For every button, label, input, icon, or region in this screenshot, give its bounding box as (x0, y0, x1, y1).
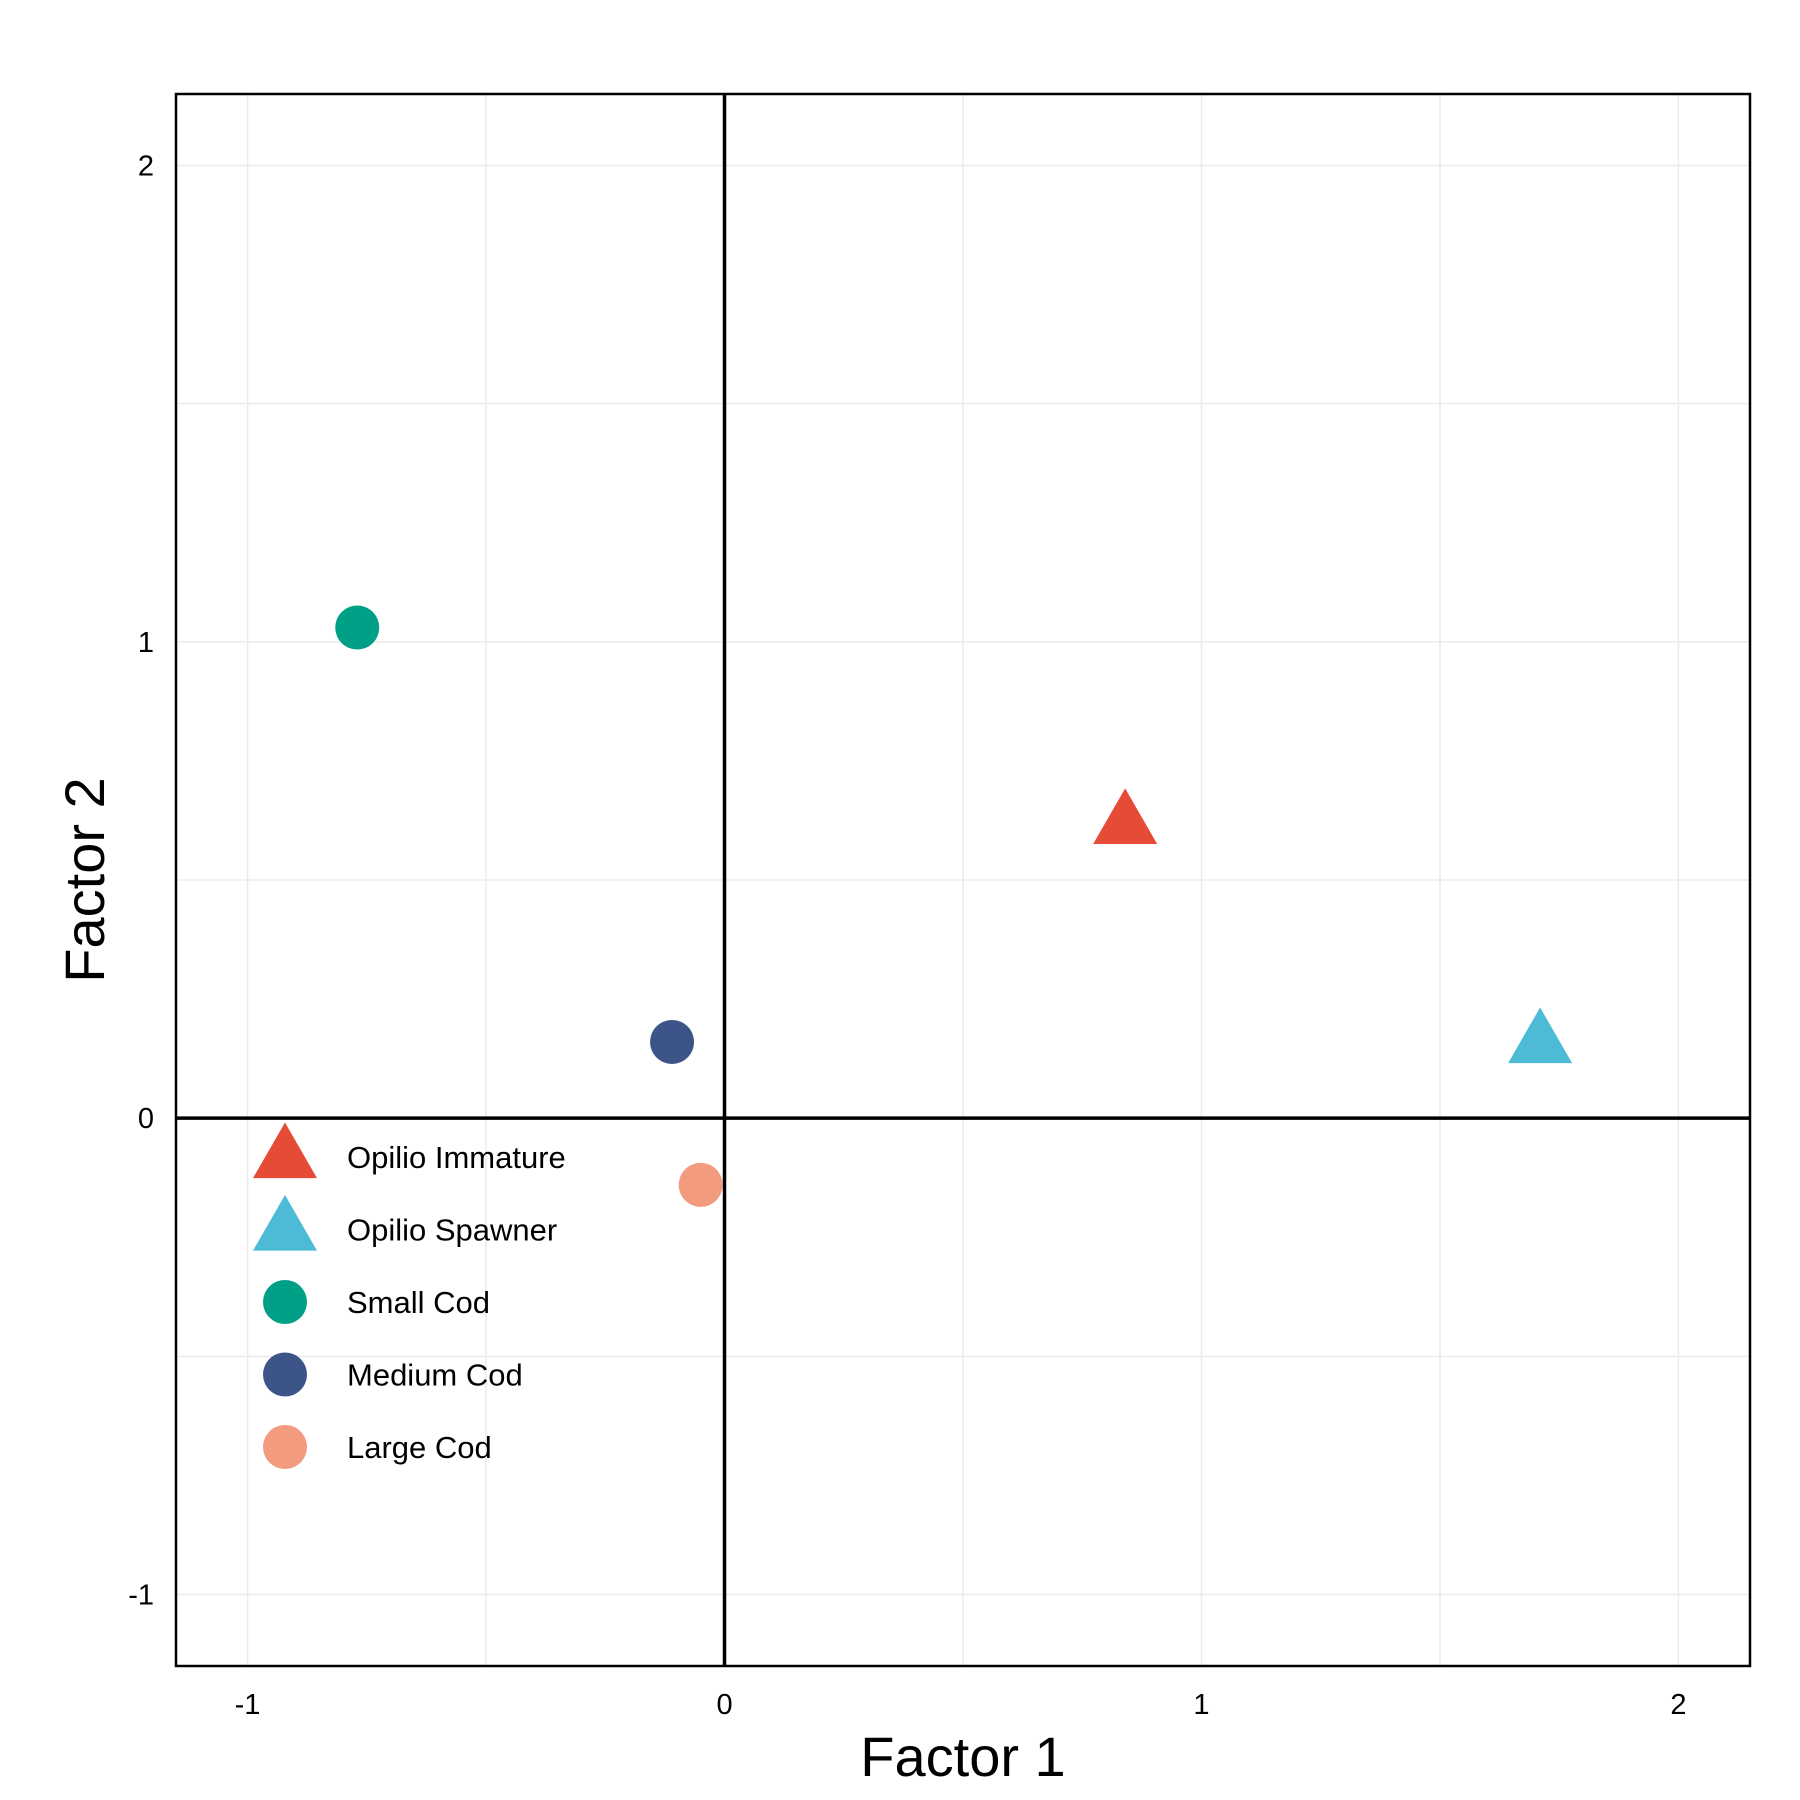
x-tick-label: -1 (235, 1689, 261, 1721)
panel-border (174, 92, 1752, 1668)
legend-label: Opilio Spawner (347, 1213, 557, 1248)
y-axis-ticks: -1 0 1 2 (128, 150, 154, 1611)
grid-layer (176, 94, 1750, 1666)
legend-label: Large Cod (347, 1430, 492, 1465)
y-tick-label: 0 (138, 1103, 154, 1135)
y-tick-label: 1 (138, 627, 154, 659)
data-point-opilio-spawner (1508, 1007, 1573, 1064)
data-point-opilio-immature (1093, 788, 1158, 844)
x-axis-ticks: -1 0 1 2 (235, 1689, 1687, 1721)
x-tick-label: 1 (1193, 1689, 1209, 1721)
reference-lines (176, 94, 1750, 1666)
data-point-large-cod (678, 1162, 723, 1207)
x-tick-label: 0 (716, 1689, 732, 1721)
x-axis-title: Factor 1 (860, 1725, 1065, 1788)
y-tick-label: -1 (128, 1580, 154, 1612)
legend-label: Small Cod (347, 1285, 490, 1320)
data-point-small-cod (335, 605, 380, 650)
y-axis-title: Factor 2 (53, 777, 116, 982)
legend-key-small-cod (263, 1280, 307, 1324)
y-tick-label: 2 (138, 150, 154, 182)
legend-key-opilio-immature (253, 1122, 317, 1179)
legend-label: Opilio Immature (347, 1140, 566, 1175)
data-point-medium-cod (650, 1019, 695, 1064)
legend: Opilio Immature Opilio Spawner Small Cod Me… (253, 1122, 566, 1469)
x-tick-label: 2 (1670, 1689, 1686, 1721)
legend-key-large-cod (263, 1425, 307, 1469)
data-points (335, 605, 1573, 1207)
legend-key-medium-cod (263, 1352, 307, 1397)
legend-label: Medium Cod (347, 1358, 523, 1393)
legend-key-opilio-spawner (253, 1194, 317, 1251)
